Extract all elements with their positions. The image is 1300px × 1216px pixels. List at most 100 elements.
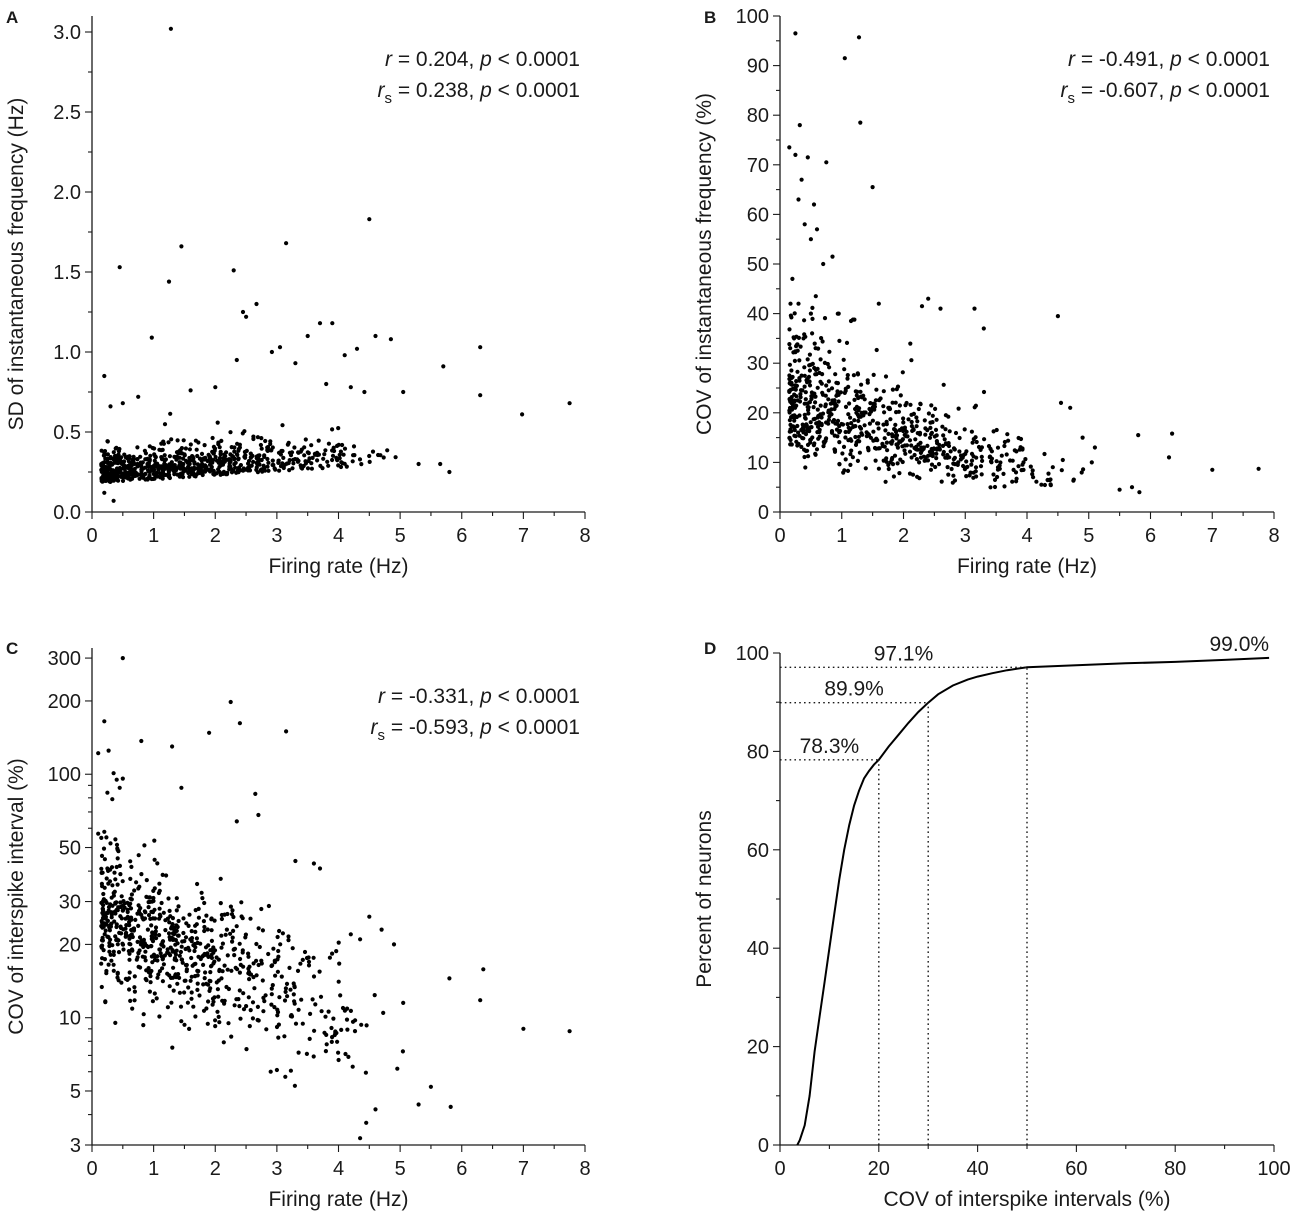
data-point [813,372,818,377]
panel-d: D 0 20 40 60 80 100 0 20 40 60 80 100 COV of interspi… [693,633,1291,1211]
data-point [861,413,866,418]
data-point [244,314,249,319]
data-point [228,464,233,469]
data-point [111,949,116,954]
data-point [177,990,182,995]
data-point [803,397,808,402]
data-point [176,904,181,909]
data-point [797,413,802,418]
data-point [969,429,975,434]
data-point [844,340,850,345]
data-point [797,399,803,404]
stat-p-symbol: p [479,48,492,71]
percent-label: 99.0% [1210,633,1270,656]
data-point [330,448,335,453]
data-point [160,476,165,481]
data-point [339,1027,344,1032]
data-point [813,452,818,457]
data-point [324,381,329,387]
data-point [900,370,905,375]
data-point [803,415,808,420]
data-point [200,954,205,959]
x-tick-label: 3 [960,525,971,547]
data-point [1008,458,1013,463]
data-point [167,454,172,459]
data-point [196,954,201,959]
data-point [340,1005,346,1011]
data-point [135,911,140,916]
data-point [893,429,899,435]
data-point [478,998,483,1003]
data-point [188,442,193,447]
data-point [286,934,291,939]
data-point [300,1021,305,1026]
data-point [888,417,893,422]
data-point [283,1074,288,1079]
data-point [213,385,218,390]
data-point [1080,435,1085,440]
data-point [981,326,986,331]
data-point [798,392,803,397]
x-tick-label: 4 [333,1158,344,1180]
data-point [908,341,913,346]
data-point [217,464,222,469]
data-point [135,445,140,450]
data-point [416,1102,421,1107]
data-point [295,457,300,462]
data-point [107,925,112,930]
data-point [114,937,120,942]
data-point [117,465,122,471]
data-point [152,857,157,862]
data-point [102,829,107,834]
data-point [937,442,942,447]
data-point [1256,466,1261,471]
data-point [934,451,939,456]
data-point [147,474,152,480]
data-point [158,914,163,919]
data-point [950,480,955,485]
data-point [243,467,248,472]
data-point [259,467,264,472]
data-point [150,960,155,965]
data-point [393,455,398,460]
data-point [860,432,865,437]
data-point [930,420,935,425]
data-point [255,470,260,475]
data-point [291,457,296,462]
data-point [962,467,968,472]
data-point [134,957,139,962]
panel-letter: D [704,639,716,658]
data-point [137,884,142,889]
data-point [851,373,857,378]
data-point [835,389,840,394]
data-point [197,993,202,998]
data-point [155,975,160,980]
data-point [119,894,124,899]
data-point [232,946,238,951]
data-point [364,1120,369,1125]
data-point [127,951,132,956]
data-point [808,425,813,430]
data-point [1092,445,1097,450]
data-point [832,433,837,438]
data-point [801,436,806,441]
data-point [154,936,159,941]
data-point [871,429,876,434]
data-point [873,437,878,443]
data-point [215,987,220,992]
data-point [819,336,824,341]
data-point [168,26,173,31]
data-point [100,956,105,961]
data-point [853,434,858,440]
data-point [203,945,209,950]
data-point [968,470,973,475]
data-point [982,437,987,442]
data-point [961,453,966,458]
data-point [202,928,207,934]
data-point [868,401,873,406]
data-point [915,419,920,424]
data-point [895,461,900,466]
data-point [257,462,262,467]
x-tick-label: 3 [271,1158,282,1180]
data-point [117,785,122,790]
